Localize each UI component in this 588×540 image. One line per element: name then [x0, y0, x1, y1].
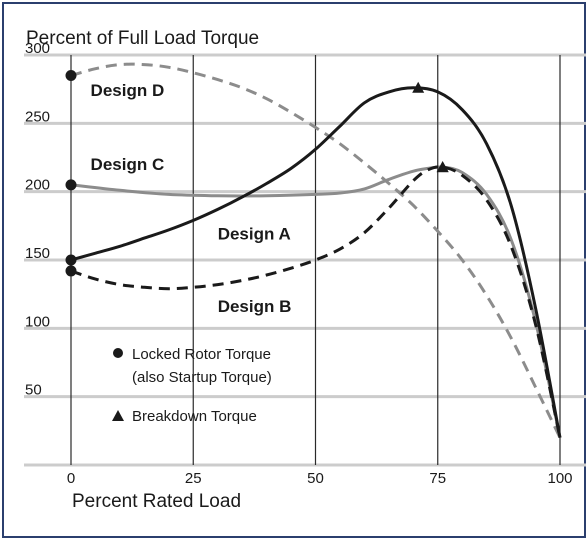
locked-rotor-marker-design-b [65, 265, 77, 277]
y-tick-label-100: 100 [25, 313, 50, 330]
series-label-design-c: Design C [91, 155, 165, 174]
y-tick-label-300: 300 [25, 40, 50, 57]
series-line-design-a [70, 86, 562, 438]
horizontal-gridlines [24, 53, 586, 467]
x-tick-label-25: 25 [185, 470, 202, 487]
x-tick-label-50: 50 [307, 470, 324, 487]
series-line-design-b [70, 165, 562, 439]
locked-rotor-marker-design-a [65, 254, 77, 266]
x-tick-label-0: 0 [67, 470, 75, 487]
legend-locked-rotor-label: Locked Rotor Torque [132, 346, 271, 363]
series-label-design-d: Design D [91, 81, 165, 100]
series-lines [70, 62, 562, 439]
legend-breakdown-label: Breakdown Torque [132, 408, 257, 425]
locked-rotor-marker-design-d [65, 70, 77, 81]
locked-rotor-marker-design-c [65, 179, 77, 191]
series-line-design-d [70, 62, 562, 439]
chart-title: Percent of Full Load Torque [26, 28, 259, 49]
breakdown-marker-design-a [412, 81, 425, 93]
y-tick-labels: 50 100 150 200 250 300 [25, 40, 50, 399]
breakdown-marker-design-b [436, 161, 449, 173]
y-tick-label-200: 200 [25, 177, 50, 194]
y-tick-label-50: 50 [25, 382, 42, 399]
legend-locked-rotor-sublabel: (also Startup Torque) [132, 369, 272, 386]
series-label-design-a: Design A [218, 225, 291, 244]
x-tick-label-75: 75 [429, 470, 446, 487]
series-markers [65, 70, 449, 277]
x-axis-title: Percent Rated Load [72, 491, 241, 512]
legend-circle-icon [113, 348, 123, 358]
legend-triangle-icon [112, 410, 124, 421]
series-line-design-c [70, 165, 562, 439]
y-tick-label-250: 250 [25, 108, 50, 125]
x-tick-label-100: 100 [547, 470, 572, 487]
y-tick-label-150: 150 [25, 245, 50, 262]
x-tick-labels: 0 25 50 75 100 [67, 470, 573, 487]
series-label-design-b: Design B [218, 297, 292, 316]
legend: Locked Rotor Torque (also Startup Torque… [112, 346, 272, 425]
